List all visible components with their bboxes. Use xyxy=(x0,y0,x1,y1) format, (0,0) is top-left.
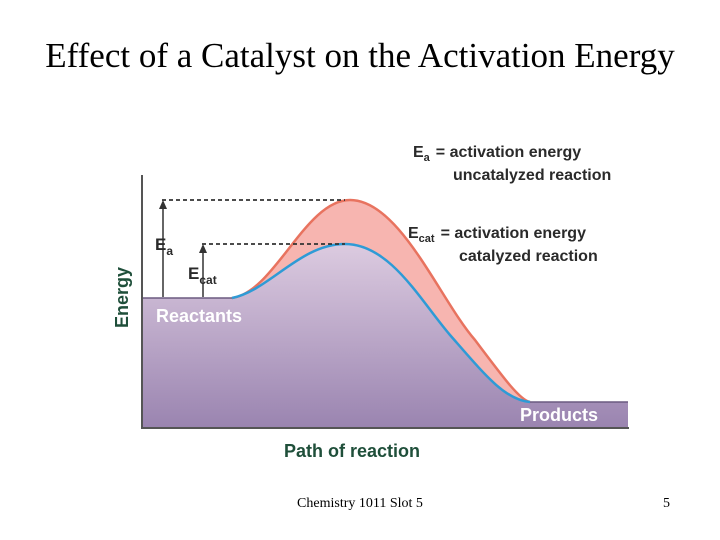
svg-text:catalyzed reaction: catalyzed reaction xyxy=(459,248,598,265)
slide-footer: Chemistry 1011 Slot 5 xyxy=(297,496,423,511)
ecat-arrow xyxy=(199,244,207,297)
legend-ea: Ea = activation energy uncatalyzed reacti… xyxy=(413,144,611,184)
page-number: 5 xyxy=(663,496,670,511)
ea-arrow xyxy=(159,200,167,297)
svg-text:uncatalyzed reaction: uncatalyzed reaction xyxy=(453,167,611,184)
x-axis-label: Path of reaction xyxy=(284,441,420,461)
svg-text:Ea= activation energy: Ea = activation energy xyxy=(413,144,581,164)
y-axis-label: Energy xyxy=(112,267,132,328)
legend-ecat: Ecat = activation energy catalyzed reacti… xyxy=(408,225,598,265)
uncatalyzed-curve xyxy=(231,198,531,404)
slide-title: Effect of a Catalyst on the Activation E… xyxy=(45,36,675,75)
svg-text:Ecat= activation energy: Ecat = activation energy xyxy=(408,225,586,245)
ecat-label: Ecat xyxy=(188,264,217,287)
catalyzed-region xyxy=(143,244,628,428)
reactants-label: Reactants xyxy=(156,306,242,326)
products-label: Products xyxy=(520,405,598,425)
ea-label: Ea xyxy=(155,235,173,258)
catalyzed-curve xyxy=(231,242,531,404)
